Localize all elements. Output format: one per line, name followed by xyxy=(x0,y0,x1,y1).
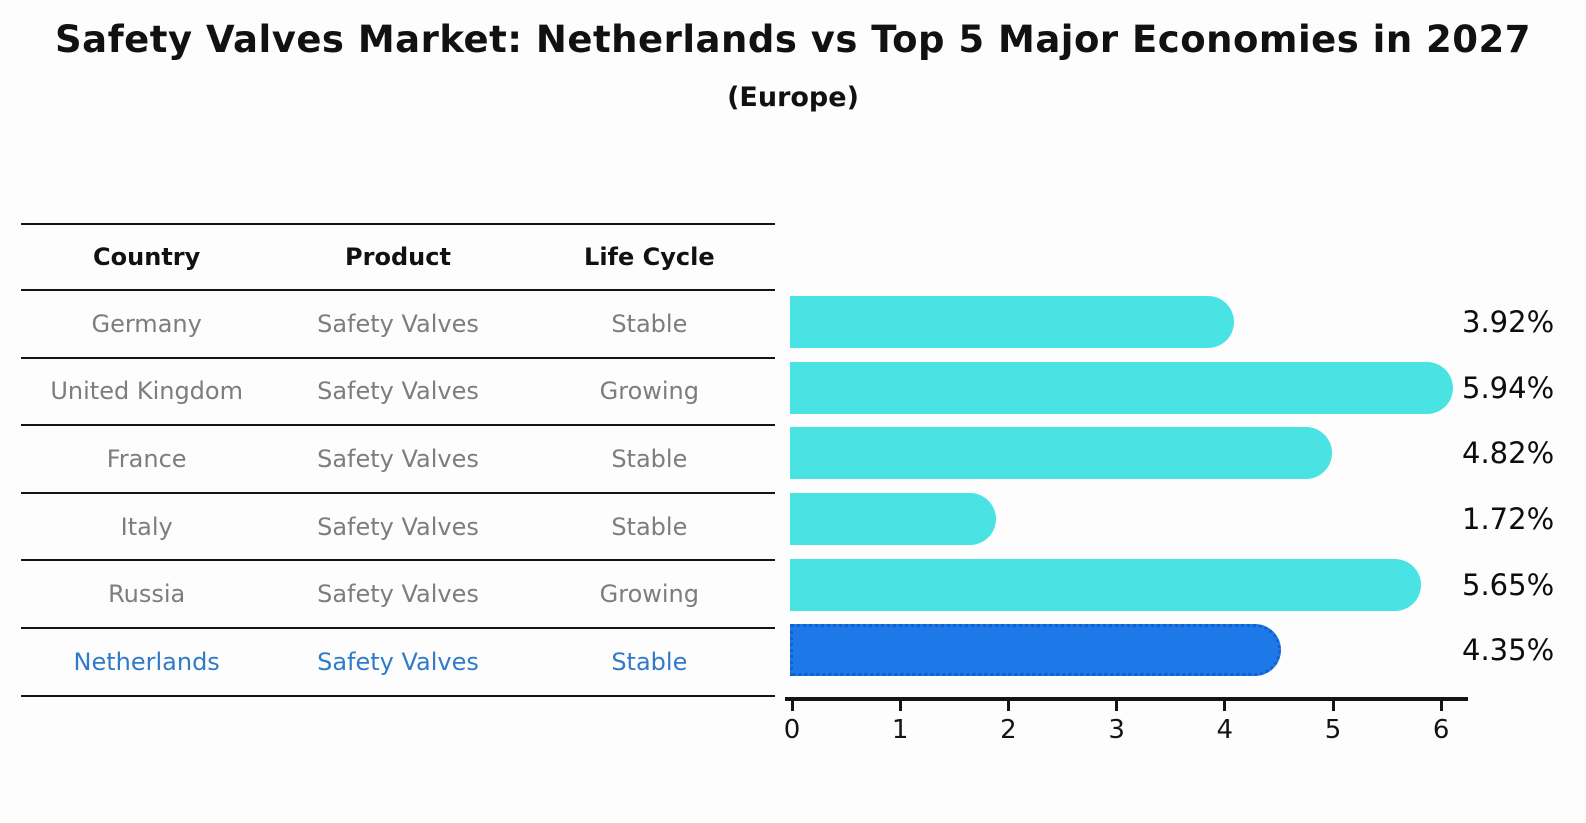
x-axis-tick xyxy=(1223,700,1227,711)
x-axis-tick-label: 5 xyxy=(1324,715,1342,745)
bar-value-label: 3.92% xyxy=(1462,305,1555,339)
country-table: Country Product Life Cycle Germany Safet… xyxy=(21,223,775,697)
cell-lifecycle: Growing xyxy=(523,560,775,629)
table-row: Russia Safety Valves Growing xyxy=(21,560,775,629)
cell-lifecycle: Stable xyxy=(523,492,775,562)
col-header-product: Product xyxy=(272,224,524,291)
x-axis-tick-label: 6 xyxy=(1432,715,1450,745)
x-axis-tick-label: 1 xyxy=(891,715,909,745)
x-axis-tick-label: 3 xyxy=(1108,715,1125,745)
x-axis-tick xyxy=(1115,700,1119,711)
bar-france xyxy=(790,427,1332,480)
x-axis-tick xyxy=(790,700,794,711)
cell-lifecycle: Stable xyxy=(523,290,775,359)
cell-product: Safety Valves xyxy=(272,560,524,629)
chart-subtitle: (Europe) xyxy=(727,82,859,113)
x-axis-tick xyxy=(1331,700,1335,711)
cell-lifecycle: Stable xyxy=(523,627,775,697)
bar-value-label: 4.82% xyxy=(1462,436,1555,471)
cell-country: Germany xyxy=(21,290,273,359)
table-row: France Safety Valves Stable xyxy=(21,425,775,494)
x-axis-tick xyxy=(898,700,902,711)
col-header-lifecycle: Life Cycle xyxy=(523,224,775,291)
x-axis-tick-label: 0 xyxy=(783,715,801,745)
cell-country: United Kingdom xyxy=(21,357,273,427)
bar-value-label: 5.65% xyxy=(1462,567,1555,602)
x-axis-tick-label: 2 xyxy=(1000,715,1017,745)
x-axis-tick-label: 4 xyxy=(1216,715,1234,745)
bar-germany xyxy=(790,296,1235,348)
table-row: United Kingdom Safety Valves Growing xyxy=(21,357,775,427)
table-row: Germany Safety Valves Stable xyxy=(21,290,775,359)
cell-product: Safety Valves xyxy=(272,425,524,494)
cell-country: France xyxy=(21,425,273,494)
col-header-country: Country xyxy=(21,224,273,291)
x-axis xyxy=(785,697,1468,701)
bar-italy xyxy=(790,493,997,545)
cell-product: Safety Valves xyxy=(272,492,524,562)
cell-product: Safety Valves xyxy=(272,627,524,697)
x-axis-tick xyxy=(1006,700,1010,711)
bar-united-kingdom xyxy=(790,361,1453,414)
cell-lifecycle: Growing xyxy=(523,357,775,427)
cell-lifecycle: Stable xyxy=(523,425,775,494)
cell-country: Italy xyxy=(21,492,273,562)
bar-value-label: 1.72% xyxy=(1462,502,1555,536)
x-axis-tick xyxy=(1439,700,1443,711)
bar-value-label: 4.35% xyxy=(1462,633,1555,668)
table-header-row: Country Product Life Cycle xyxy=(21,224,775,291)
bar-value-label: 5.94% xyxy=(1462,370,1555,405)
table-row-netherlands: Netherlands Safety Valves Stable xyxy=(21,627,775,697)
cell-country: Netherlands xyxy=(21,627,273,697)
table-row: Italy Safety Valves Stable xyxy=(21,492,775,562)
cell-country: Russia xyxy=(21,560,273,629)
bar-russia xyxy=(790,558,1422,611)
cell-product: Safety Valves xyxy=(272,290,524,359)
bar-netherlands xyxy=(790,624,1281,677)
chart-title: Safety Valves Market: Netherlands vs Top… xyxy=(54,18,1532,61)
cell-product: Safety Valves xyxy=(272,357,524,427)
